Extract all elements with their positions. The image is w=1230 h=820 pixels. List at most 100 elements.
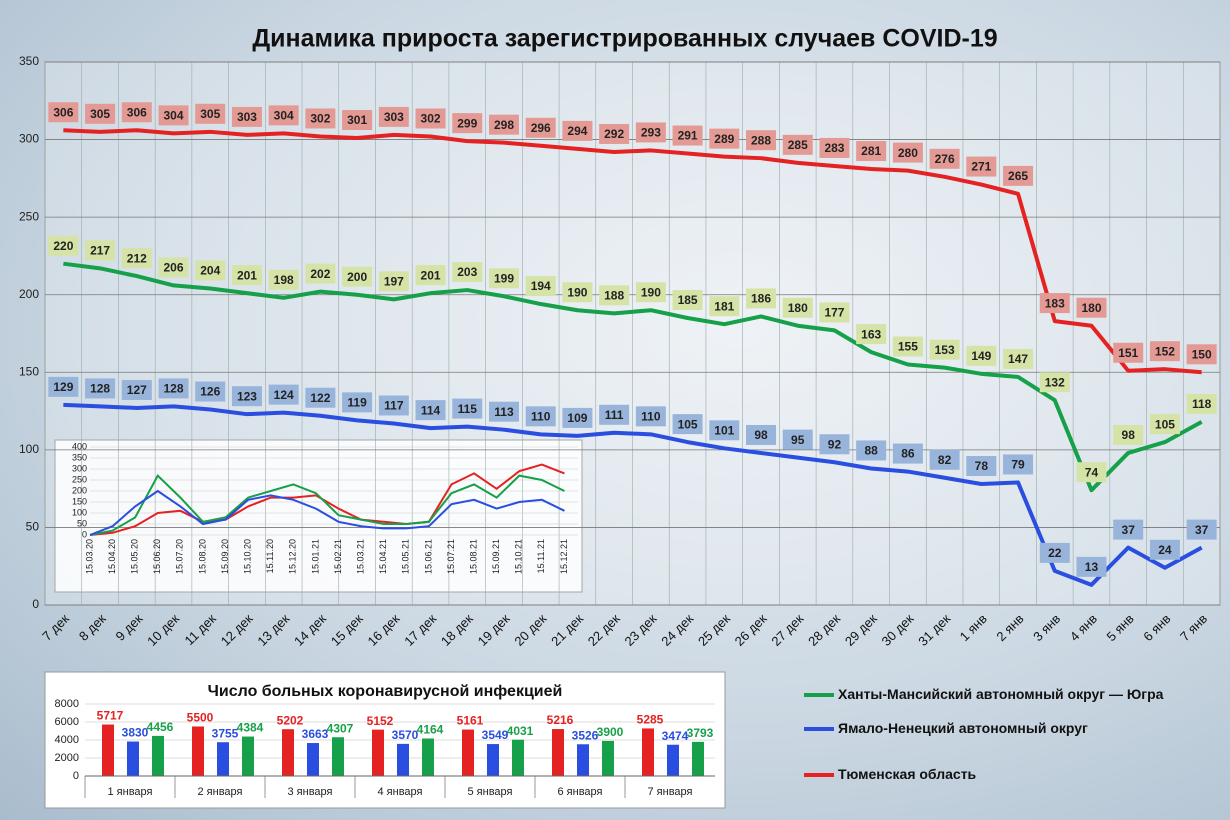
y-tick-label: 0 (32, 597, 39, 611)
y-tick-label: 200 (72, 485, 87, 495)
x-tick-label: 17 дек (401, 611, 439, 649)
data-label: 147 (1008, 352, 1028, 366)
data-label: 303 (384, 110, 404, 124)
label-box (672, 289, 703, 310)
data-label: 163 (861, 327, 881, 341)
label-box (929, 148, 960, 169)
label-box (1039, 372, 1070, 393)
bar (422, 738, 434, 776)
data-label: 185 (678, 293, 698, 307)
data-label: 117 (384, 399, 404, 413)
label-box (856, 440, 887, 461)
bar (242, 736, 254, 776)
label-box (305, 387, 336, 408)
data-label: 95 (791, 433, 805, 447)
data-label: 3793 (687, 726, 714, 740)
series-line (89, 473, 565, 536)
label-box (746, 424, 777, 445)
label-box (966, 345, 997, 366)
data-label: 86 (901, 447, 915, 461)
x-tick-label: 1 янв (957, 611, 990, 644)
label-box (268, 384, 299, 405)
label-box (635, 406, 666, 427)
y-tick-label: 350 (19, 54, 39, 68)
label-box (231, 106, 262, 127)
x-tick-label: 15.10.20 (243, 539, 253, 574)
data-label: 105 (1155, 417, 1175, 431)
x-tick-label: 15.02.21 (333, 539, 343, 574)
legend-label: Ямало-Ненецкий автономный округ (838, 720, 1088, 736)
data-label: 203 (457, 265, 477, 279)
data-label: 306 (127, 105, 147, 119)
y-tick-label: 100 (19, 442, 39, 456)
data-label: 217 (90, 244, 110, 258)
label-box (85, 103, 116, 124)
label-box (488, 114, 519, 135)
data-label: 186 (751, 292, 771, 306)
series-line (63, 402, 1203, 587)
label-box (1113, 424, 1144, 445)
x-tick-label: 4 янв (1067, 611, 1100, 644)
x-tick-label: 6 января (558, 786, 603, 798)
data-label: 292 (604, 127, 624, 141)
x-tick-label: 25 дек (695, 611, 733, 649)
data-label: 4307 (327, 721, 354, 735)
data-label: 129 (53, 380, 73, 394)
label-box (525, 406, 556, 427)
legend-label: Ханты-Мансийский автономный округ — Югра (838, 686, 1164, 702)
data-label: 5717 (97, 709, 124, 723)
x-tick-label: 2 января (198, 786, 243, 798)
data-label: 4164 (417, 723, 444, 737)
label-box (782, 134, 813, 155)
data-label: 74 (1085, 465, 1099, 479)
data-label: 276 (935, 152, 955, 166)
data-label: 212 (127, 251, 147, 265)
x-tick-label: 3 янв (1030, 611, 1063, 644)
label-box (1149, 539, 1180, 560)
label-box (452, 262, 483, 283)
x-tick-label: 22 дек (585, 611, 623, 649)
label-box (929, 449, 960, 470)
label-box (1186, 393, 1217, 414)
data-label: 190 (567, 285, 587, 299)
label-box (305, 263, 336, 284)
label-box (305, 108, 336, 129)
label-box (966, 156, 997, 177)
label-box (1076, 297, 1107, 318)
data-label: 127 (127, 383, 147, 397)
label-box (121, 248, 152, 269)
data-label: 302 (310, 112, 330, 126)
y-tick-label: 50 (26, 520, 40, 534)
data-label: 294 (567, 124, 587, 138)
label-box (452, 113, 483, 134)
series-line (63, 128, 1202, 375)
data-label: 204 (200, 264, 220, 278)
bar (307, 743, 319, 776)
label-box (599, 285, 630, 306)
data-label: 88 (864, 444, 878, 458)
y-tick-label: 150 (72, 496, 87, 506)
data-label: 153 (935, 343, 955, 357)
data-label: 119 (347, 396, 367, 410)
data-label: 115 (458, 402, 478, 416)
label-box (1149, 341, 1180, 362)
data-label: 37 (1122, 523, 1136, 537)
data-label: 206 (164, 261, 184, 275)
label-box (1186, 519, 1217, 540)
bar (667, 744, 679, 776)
label-box (746, 130, 777, 151)
label-box (819, 137, 850, 158)
data-label: 303 (237, 110, 257, 124)
data-label: 5161 (457, 714, 484, 728)
label-box (672, 125, 703, 146)
y-tick-label: 6000 (55, 716, 79, 728)
x-tick-label: 18 дек (438, 611, 476, 649)
label-box (1149, 414, 1180, 435)
data-label: 199 (494, 271, 514, 285)
label-box (1003, 454, 1034, 475)
label-box (782, 297, 813, 318)
inset-frame (54, 439, 583, 593)
label-box (85, 378, 116, 399)
x-tick-label: 7 дек (39, 611, 72, 644)
